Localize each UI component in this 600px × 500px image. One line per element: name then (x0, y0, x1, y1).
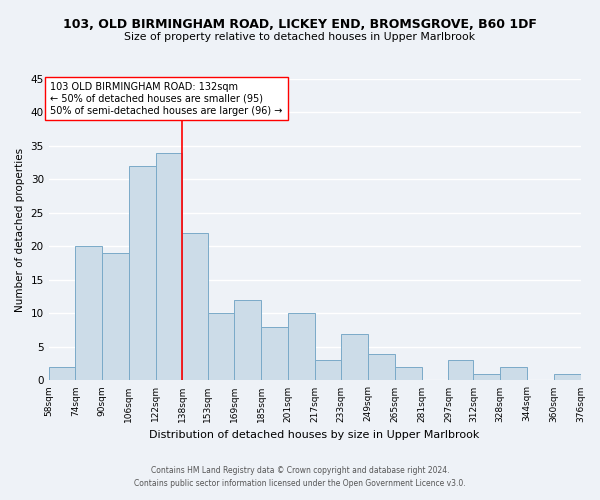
Text: Contains public sector information licensed under the Open Government Licence v3: Contains public sector information licen… (134, 478, 466, 488)
Bar (235, 300, 261, 380)
Bar (473, 374, 500, 380)
Bar (182, 233, 208, 380)
Bar (49, 367, 76, 380)
Bar (129, 166, 156, 380)
Text: 103, OLD BIRMINGHAM ROAD, LICKEY END, BROMSGROVE, B60 1DF: 103, OLD BIRMINGHAM ROAD, LICKEY END, BR… (63, 18, 537, 30)
Bar (448, 360, 473, 380)
Bar (341, 334, 368, 380)
Y-axis label: Number of detached properties: Number of detached properties (15, 148, 25, 312)
Bar (261, 327, 288, 380)
Bar (395, 367, 422, 380)
Bar (208, 314, 235, 380)
Bar (368, 354, 395, 380)
Text: Contains HM Land Registry data © Crown copyright and database right 2024.: Contains HM Land Registry data © Crown c… (151, 466, 449, 475)
Bar (554, 374, 581, 380)
Bar (314, 360, 341, 380)
Bar (500, 367, 527, 380)
Text: Size of property relative to detached houses in Upper Marlbrook: Size of property relative to detached ho… (124, 32, 476, 42)
X-axis label: Distribution of detached houses by size in Upper Marlbrook: Distribution of detached houses by size … (149, 430, 480, 440)
Bar (156, 152, 182, 380)
Text: 103 OLD BIRMINGHAM ROAD: 132sqm
← 50% of detached houses are smaller (95)
50% of: 103 OLD BIRMINGHAM ROAD: 132sqm ← 50% of… (50, 82, 283, 116)
Bar (102, 253, 129, 380)
Bar (76, 246, 102, 380)
Bar (288, 314, 314, 380)
